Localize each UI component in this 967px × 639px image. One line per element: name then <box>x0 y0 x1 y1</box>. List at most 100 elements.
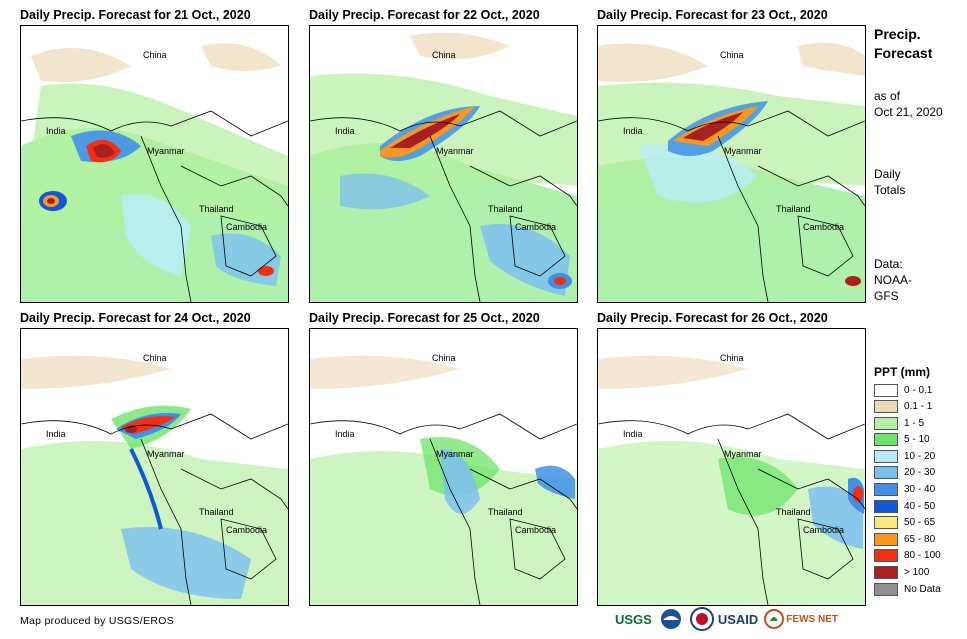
legend-row: 80 - 100 <box>874 548 941 564</box>
legend-label: 1 - 5 <box>904 417 925 429</box>
legend-swatch <box>874 416 898 430</box>
precip-map-21oct <box>21 43 288 302</box>
fewsnet-logo-icon <box>764 609 785 629</box>
legend-swatch <box>874 582 898 596</box>
label-cambodia: Cambodia <box>515 222 557 232</box>
panel-title-21oct: Daily Precip. Forecast for 21 Oct., 2020 <box>20 8 251 22</box>
label-myanmar: Myanmar <box>724 449 762 459</box>
label-myanmar: Myanmar <box>147 449 185 459</box>
map-panel-24oct: China India Myanmar Thailand Cambodia <box>20 328 289 606</box>
sidebar-asof-line2: Oct 21, 2020 <box>874 105 943 119</box>
legend-label: 0.1 - 1 <box>904 401 933 413</box>
legend-swatch <box>874 449 898 463</box>
precip-map-24oct <box>21 355 288 605</box>
legend-row: 1 - 5 <box>874 415 941 431</box>
label-china: China <box>432 50 456 60</box>
noaa-logo-icon <box>660 609 681 629</box>
legend-swatch <box>874 466 898 480</box>
legend-label: 20 - 30 <box>904 467 936 479</box>
legend-label: 65 - 80 <box>904 533 936 545</box>
legend-row: No Data <box>874 581 941 597</box>
legend-row: 40 - 50 <box>874 498 941 514</box>
map-panel-21oct: China India Myanmar Thailand Cambodia <box>20 25 289 303</box>
sidebar-title-line1: Precip. <box>874 26 921 42</box>
label-myanmar: Myanmar <box>147 146 185 156</box>
label-myanmar: Myanmar <box>436 146 474 156</box>
label-china: China <box>143 353 167 363</box>
sidebar-title-line2: Forecast <box>874 45 933 61</box>
legend-title: PPT (mm) <box>874 365 931 379</box>
legend-row: 10 - 20 <box>874 448 941 464</box>
sidebar-totals-line1: Daily <box>874 167 901 181</box>
sidebar-data-line3: GFS <box>874 289 899 303</box>
legend-label: 30 - 40 <box>904 484 936 496</box>
label-india: India <box>46 429 66 439</box>
sidebar-data-line2: NOAA- <box>874 273 913 287</box>
usgs-logo: USGS <box>615 611 652 627</box>
sidebar-asof: as of Oct 21, 2020 <box>874 88 943 120</box>
credit-text: Map produced by USGS/EROS <box>20 615 174 627</box>
label-thailand: Thailand <box>776 507 811 517</box>
legend-label: No Data <box>904 583 941 595</box>
legend-row: 30 - 40 <box>874 482 941 498</box>
precip-map-26oct <box>598 355 865 605</box>
label-china: China <box>720 353 744 363</box>
label-cambodia: Cambodia <box>803 222 845 232</box>
legend-swatch <box>874 516 898 530</box>
map-panel-23oct: China India Myanmar Thailand Cambodia <box>597 25 866 303</box>
panel-title-26oct: Daily Precip. Forecast for 26 Oct., 2020 <box>597 311 828 325</box>
label-thailand: Thailand <box>488 507 523 517</box>
label-thailand: Thailand <box>776 204 811 214</box>
label-india: India <box>623 126 643 136</box>
legend-row: 20 - 30 <box>874 465 941 481</box>
legend-swatch <box>874 566 898 580</box>
sidebar-asof-line1: as of <box>874 89 901 103</box>
legend-label: 50 - 65 <box>904 517 936 529</box>
legend-row: 0.1 - 1 <box>874 399 941 415</box>
sidebar-totals-line2: Totals <box>874 183 906 197</box>
legend-label: 0 - 0.1 <box>904 384 933 396</box>
label-myanmar: Myanmar <box>724 146 762 156</box>
label-cambodia: Cambodia <box>226 222 268 232</box>
sidebar-title: Precip. Forecast <box>874 25 932 63</box>
label-myanmar: Myanmar <box>436 449 474 459</box>
legend-row: 0 - 0.1 <box>874 382 941 398</box>
legend-swatch <box>874 383 898 397</box>
label-china: China <box>143 50 167 60</box>
label-cambodia: Cambodia <box>803 525 845 535</box>
legend-swatch <box>874 549 898 563</box>
legend-label: 5 - 10 <box>904 434 930 446</box>
map-panel-25oct: China India Myanmar Thailand Cambodia <box>309 328 578 606</box>
legend-label: > 100 <box>904 567 930 579</box>
sidebar-data-line1: Data: <box>874 257 903 271</box>
precip-map-22oct <box>310 32 577 302</box>
legend-row: 65 - 80 <box>874 531 941 547</box>
logo-strip: USGS USAID FEWS NET <box>615 604 838 634</box>
precip-map-23oct <box>598 42 865 302</box>
legend-swatch <box>874 532 898 546</box>
label-cambodia: Cambodia <box>515 525 557 535</box>
legend-label: 80 - 100 <box>904 550 941 562</box>
legend: 0 - 0.1 0.1 - 1 1 - 5 5 - 10 10 - 20 20 - 30 3… <box>874 382 941 598</box>
legend-swatch <box>874 400 898 414</box>
label-india: India <box>335 126 355 136</box>
legend-row: > 100 <box>874 565 941 581</box>
usaid-seal-icon <box>689 607 714 631</box>
map-panel-22oct: China India Myanmar Thailand Cambodia <box>309 25 578 303</box>
legend-row: 50 - 65 <box>874 515 941 531</box>
legend-swatch <box>874 433 898 447</box>
label-cambodia: Cambodia <box>226 525 268 535</box>
usaid-logo: USAID <box>717 611 759 627</box>
legend-label: 10 - 20 <box>904 450 936 462</box>
map-panel-26oct: China India Myanmar Thailand Cambodia <box>597 328 866 606</box>
label-thailand: Thailand <box>199 507 234 517</box>
legend-label: 40 - 50 <box>904 500 936 512</box>
legend-row: 5 - 10 <box>874 432 941 448</box>
legend-swatch <box>874 499 898 513</box>
panel-title-22oct: Daily Precip. Forecast for 22 Oct., 2020 <box>309 8 540 22</box>
label-india: India <box>46 126 66 136</box>
fewsnet-logo: FEWS NET <box>786 613 838 625</box>
panel-title-23oct: Daily Precip. Forecast for 23 Oct., 2020 <box>597 8 828 22</box>
label-thailand: Thailand <box>199 204 234 214</box>
label-india: India <box>335 429 355 439</box>
